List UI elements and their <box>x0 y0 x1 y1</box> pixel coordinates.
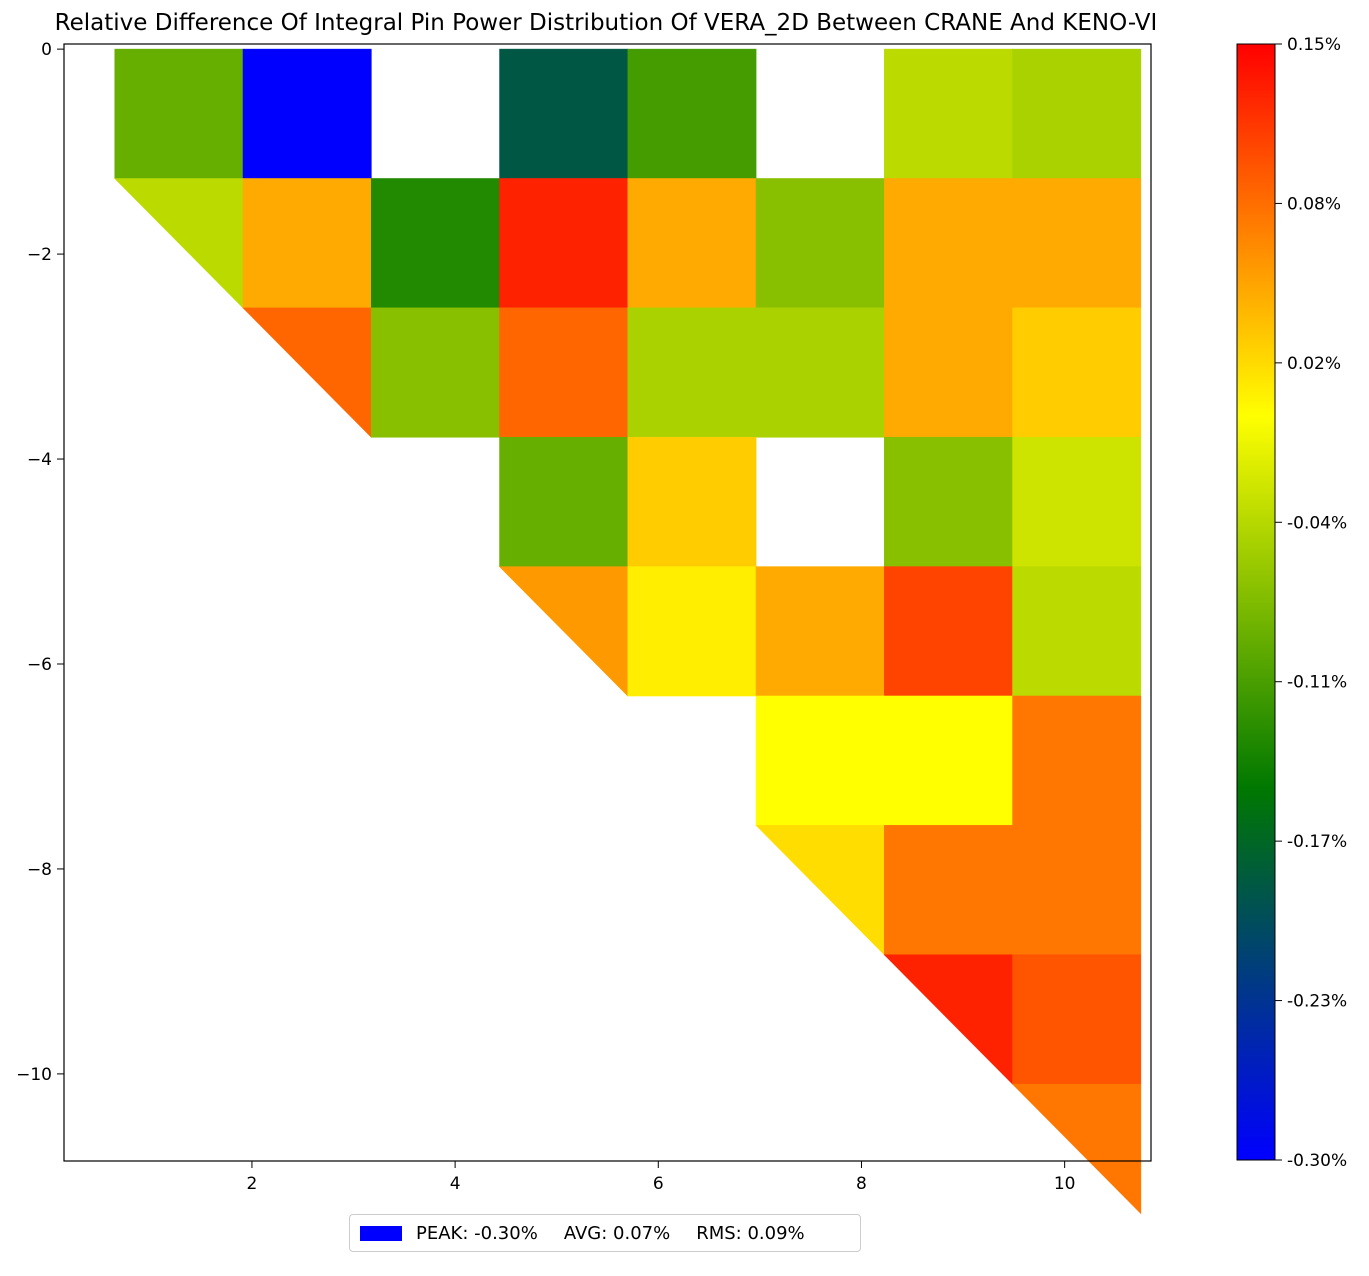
heatmap-cell-r8-c7 <box>883 954 1013 1085</box>
heatmap-cell-r6-c7 <box>884 695 1013 826</box>
heatmap-cell-r2-c4 <box>499 178 629 309</box>
heatmap-cell-r4-c7 <box>884 436 1013 567</box>
heatmap-cell-r5-c8 <box>1012 566 1142 697</box>
heatmap-cell-r5-c4 <box>498 566 629 697</box>
heatmap-cell-r2-c8 <box>1012 178 1142 309</box>
colorbar-tick-label: -0.23% <box>1287 992 1347 1012</box>
heatmap-cell-r2-c7 <box>884 178 1013 309</box>
x-tick-label: 4 <box>450 1174 461 1194</box>
heatmap-cell-r3-c2 <box>242 307 372 438</box>
heatmap-cell-r1-c8 <box>1012 48 1142 179</box>
heatmap-cell-r3-c3 <box>371 307 500 438</box>
heatmap-cell-r4-c5 <box>627 436 757 567</box>
y-tick-label: −10 <box>16 1065 52 1085</box>
heatmap-cell-r2-c3 <box>371 178 500 309</box>
y-tick-label: −8 <box>27 860 52 880</box>
x-tick-label: 10 <box>1054 1174 1076 1194</box>
heatmap-cell-r5-c5 <box>627 566 757 697</box>
heatmap-cell-r8-c8 <box>1012 954 1142 1085</box>
heatmap-cell-r2-c1 <box>114 178 244 309</box>
heatmap-cell-r1-c7 <box>884 48 1013 179</box>
colorbar <box>1236 43 1276 1161</box>
x-axis: 2 4 6 8 10 <box>247 1161 1076 1194</box>
heatmap-cell-r9-c8 <box>1011 1083 1142 1215</box>
heatmap-cell-r6-c6 <box>755 695 885 826</box>
heatmap-cell-r7-c8 <box>1012 825 1142 956</box>
y-tick-label: −2 <box>27 245 52 265</box>
x-tick-label: 2 <box>247 1174 258 1194</box>
heatmap-cell-r1-c2 <box>242 48 372 179</box>
chart-title: Relative Difference Of Integral Pin Powe… <box>55 10 1158 36</box>
x-tick-label: 8 <box>856 1174 867 1194</box>
heatmap-cell-r7-c7 <box>884 825 1013 956</box>
colorbar-tick-label: -0.11% <box>1287 673 1347 693</box>
heatmap-cell-r3-c6 <box>755 307 885 438</box>
heatmap-cell-r2-c6 <box>755 178 885 309</box>
plot-frame <box>63 43 1152 1162</box>
legend-rms: RMS: 0.09% <box>696 1222 805 1244</box>
heatmap-cell-r2-c5 <box>627 178 757 309</box>
heatmap-cell-r3-c7 <box>884 307 1013 438</box>
stats-legend: PEAK: -0.30% AVG: 0.07% RMS: 0.09% <box>349 1214 861 1252</box>
heatmap-cell-r5-c6 <box>755 566 885 697</box>
y-tick-label: 0 <box>41 40 52 60</box>
colorbar-tick-label: 0.15% <box>1287 35 1341 55</box>
y-axis: 0 −2 −4 −6 −8 −10 <box>16 40 64 1085</box>
y-tick-label: −4 <box>27 450 52 470</box>
heatmap-cells <box>114 48 1142 1215</box>
heatmap-cell-r4-c8 <box>1012 436 1142 567</box>
colorbar-tick-label: -0.04% <box>1287 513 1347 533</box>
legend-peak: PEAK: -0.30% <box>416 1222 538 1244</box>
colorbar-tick-label: -0.17% <box>1287 832 1347 852</box>
heatmap-cell-r2-c2 <box>242 178 372 309</box>
legend-avg: AVG: 0.07% <box>563 1222 671 1244</box>
colorbar-tick-label: 0.02% <box>1287 354 1341 374</box>
heatmap-cell-r4-c4 <box>499 436 629 567</box>
heatmap-cell-r1-c4 <box>499 48 629 179</box>
heatmap-cell-r1-c5 <box>627 48 757 179</box>
colorbar-tick-label: 0.08% <box>1287 194 1341 214</box>
legend-swatch <box>360 1225 402 1241</box>
x-tick-label: 6 <box>653 1174 664 1194</box>
colorbar-axis: 0.15% 0.08% 0.02% -0.04% -0.11% -0.17% -0.23% -… <box>1275 35 1347 1171</box>
colorbar-tick-label: -0.30% <box>1287 1151 1347 1171</box>
heatmap-cell-r3-c4 <box>499 307 629 438</box>
heatmap-cell-r7-c6 <box>755 825 885 956</box>
heatmap-cell-r6-c8 <box>1012 695 1142 826</box>
heatmap-cell-r5-c7 <box>884 566 1013 697</box>
y-tick-label: −6 <box>27 655 52 675</box>
heatmap-cell-r3-c5 <box>627 307 757 438</box>
heatmap-cell-r3-c8 <box>1012 307 1142 438</box>
heatmap-cell-r1-c1 <box>114 48 244 179</box>
